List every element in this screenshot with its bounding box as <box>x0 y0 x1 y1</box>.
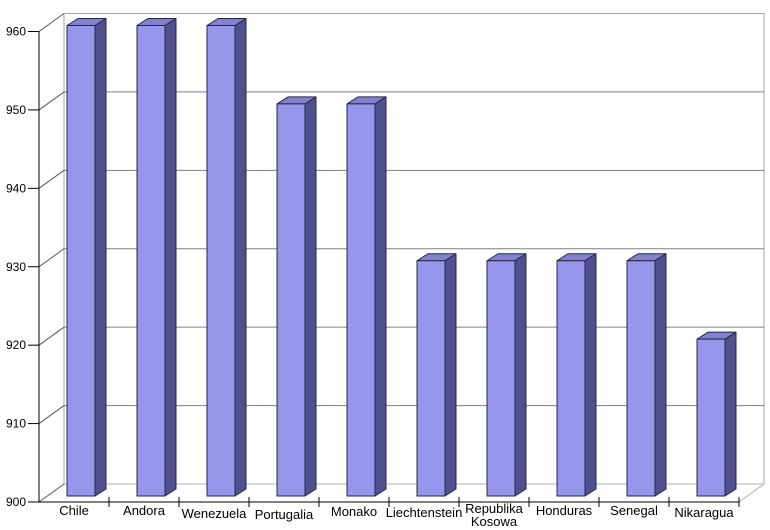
ytick-diagonal-910 <box>38 405 65 424</box>
ytick-diagonal-920 <box>38 326 65 346</box>
floor-right-edge <box>738 483 765 503</box>
bar-side-face <box>304 96 317 497</box>
bar-honduras <box>556 253 597 497</box>
y-tick-label-910: 910 <box>6 417 26 431</box>
x-category-label: Senegal <box>610 503 658 518</box>
bar-side-face <box>94 18 107 497</box>
x-category-label: Nikaragua <box>674 505 734 520</box>
ytick-diagonal-930 <box>38 248 65 268</box>
x-category-label: Liechtenstein <box>386 505 463 520</box>
bar-side-face <box>164 18 177 497</box>
bar-side-face <box>234 18 247 497</box>
x-category-label: Honduras <box>536 503 593 518</box>
bar-front-face <box>346 103 376 497</box>
y-tick-label-920: 920 <box>6 338 26 352</box>
ytick-diagonal-900 <box>38 483 65 503</box>
x-category-label-line2: Kosowa <box>471 514 518 529</box>
x-category-label: Monako <box>331 504 377 519</box>
bar-side-face <box>374 96 387 497</box>
ytick-diagonal-950 <box>38 91 65 111</box>
bar-andora <box>136 18 177 497</box>
bar-wenezuela <box>206 18 247 497</box>
ytick-diagonal-960 <box>38 13 65 32</box>
bar-front-face <box>486 260 516 497</box>
x-category-label: Portugalia <box>255 507 314 522</box>
bar-front-face <box>136 25 166 497</box>
x-category-label-line1: Republika <box>465 501 524 516</box>
bar-front-face <box>416 260 446 497</box>
bar-front-face <box>696 338 726 497</box>
bar-nikaragua <box>696 331 737 497</box>
bar-side-face <box>444 253 457 497</box>
bar-side-face <box>724 331 737 497</box>
bar-republika-kosowa <box>486 253 527 497</box>
bar-senegal <box>626 253 667 497</box>
bar-front-face <box>206 25 236 497</box>
bar-side-face <box>584 253 597 497</box>
bar-front-face <box>276 103 306 497</box>
bar-front-face <box>66 25 96 497</box>
bar-liechtenstein <box>416 253 457 497</box>
y-tick-label-940: 940 <box>6 181 26 195</box>
ytick-diagonal-940 <box>38 169 65 189</box>
bar-side-face <box>654 253 667 497</box>
y-tick-label-960: 960 <box>6 25 26 39</box>
x-category-label: Andora <box>123 503 166 518</box>
bar-front-face <box>556 260 586 497</box>
y-tick-label-930: 930 <box>6 260 26 274</box>
y-tick-label-900: 900 <box>6 495 26 509</box>
bar-portugalia <box>276 96 317 497</box>
y-tick-label-950: 950 <box>6 103 26 117</box>
bar-side-face <box>514 253 527 497</box>
bar-front-face <box>626 260 656 497</box>
bar-monako <box>346 96 387 497</box>
x-category-label: Wenezuela <box>182 506 248 521</box>
bar-chile <box>66 18 107 497</box>
x-category-label: Chile <box>59 503 89 518</box>
